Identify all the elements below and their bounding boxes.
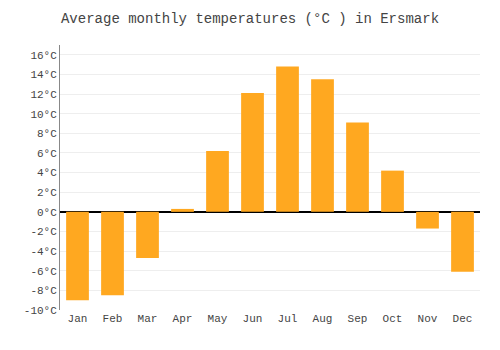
svg-text:-6°C: -6°C — [30, 266, 57, 278]
svg-text:Aug: Aug — [313, 313, 333, 325]
svg-text:10°C: 10°C — [30, 109, 57, 121]
svg-text:Jul: Jul — [278, 313, 298, 325]
svg-text:Mar: Mar — [138, 313, 158, 325]
svg-text:8°C: 8°C — [37, 128, 57, 140]
svg-text:Nov: Nov — [418, 313, 438, 325]
svg-text:-4°C: -4°C — [30, 246, 57, 258]
svg-text:0°C: 0°C — [37, 207, 57, 219]
svg-text:4°C: 4°C — [37, 167, 57, 179]
svg-text:Sep: Sep — [348, 313, 368, 325]
svg-text:Average monthly temperatures (: Average monthly temperatures (°C ) in Er… — [61, 11, 439, 27]
svg-text:6°C: 6°C — [37, 148, 57, 160]
svg-text:14°C: 14°C — [30, 69, 57, 81]
svg-text:16°C: 16°C — [30, 50, 57, 62]
svg-text:-10°C: -10°C — [24, 305, 57, 317]
svg-text:Jan: Jan — [68, 313, 88, 325]
svg-text:Jun: Jun — [243, 313, 263, 325]
svg-text:Oct: Oct — [383, 313, 403, 325]
svg-text:May: May — [208, 313, 228, 325]
svg-text:2°C: 2°C — [37, 187, 57, 199]
svg-text:-2°C: -2°C — [30, 226, 57, 238]
svg-text:Apr: Apr — [173, 313, 193, 325]
svg-text:12°C: 12°C — [30, 89, 57, 101]
svg-text:Dec: Dec — [453, 313, 473, 325]
svg-text:-8°C: -8°C — [30, 285, 57, 297]
svg-text:Feb: Feb — [103, 313, 123, 325]
